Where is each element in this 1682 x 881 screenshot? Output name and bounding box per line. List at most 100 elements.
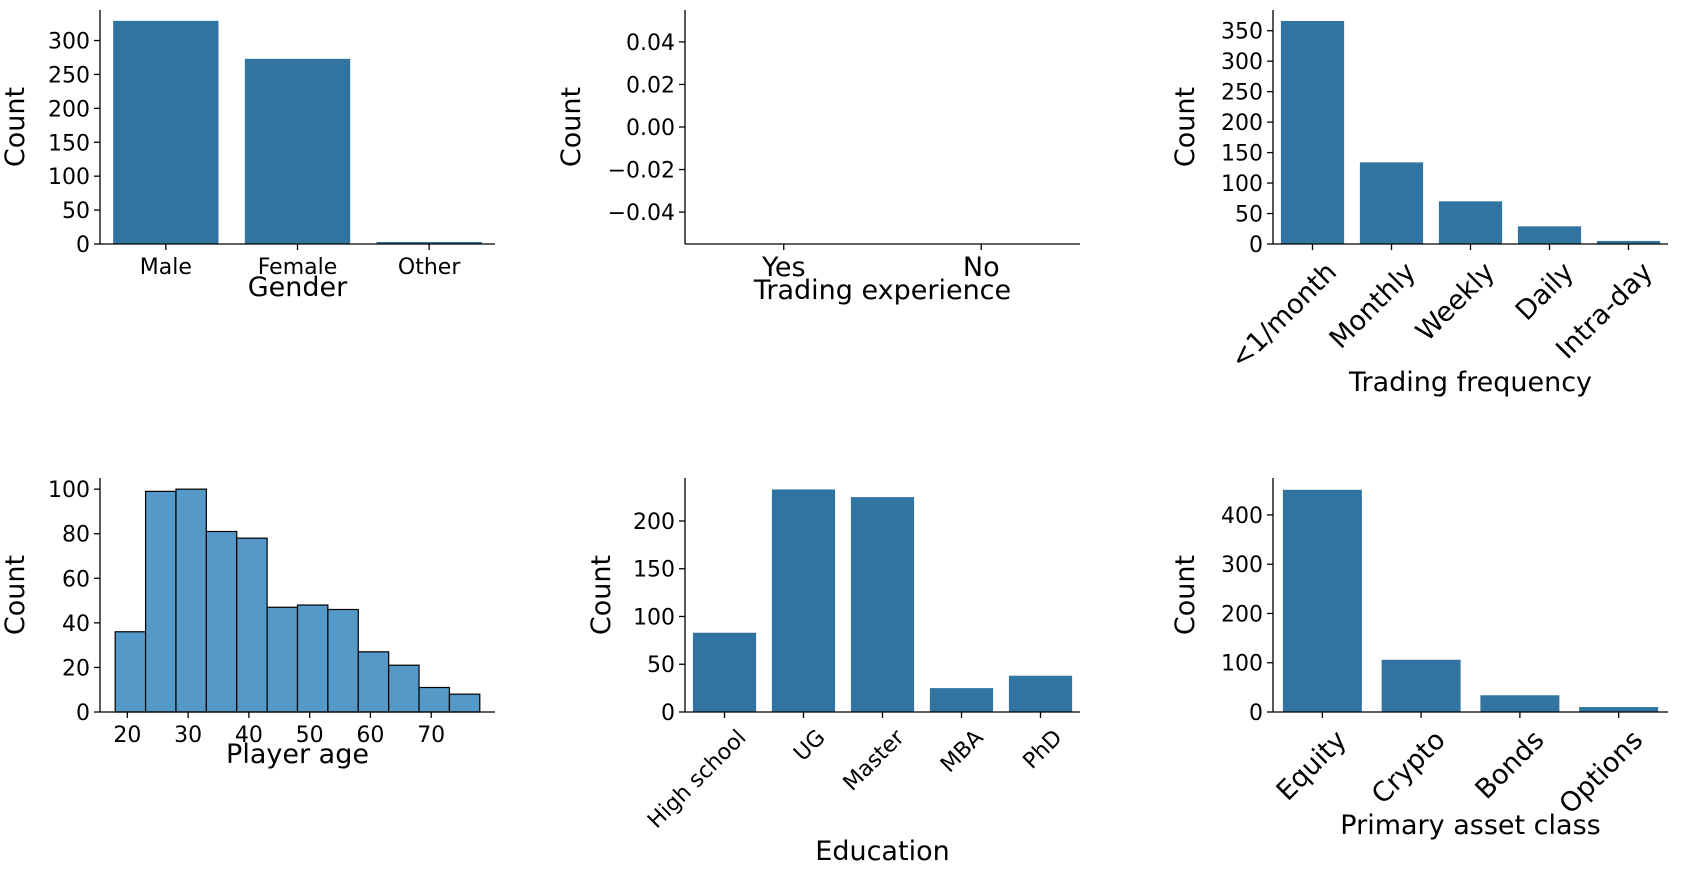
y-tick-label: 200 [1221,602,1263,627]
chart-panel-1: 0 50 100 150 200 250 300 Male Female Other Gender C… [0,10,495,303]
y-tick-label: 0 [1249,233,1263,258]
histogram-bar [205,530,238,713]
y-tick-label: 0 [1249,701,1263,726]
x-tick-label: Master [839,725,910,796]
bar [1438,201,1503,244]
histogram-bar [327,608,359,713]
chart-panel-4: 0 20 40 60 80 100 20 30 40 50 60 70 Player age Count [0,478,495,770]
y-tick-label: 100 [1221,652,1263,677]
histogram-bar [296,604,329,713]
histogram-bar [448,693,481,713]
y-tick-label: 0.04 [626,31,675,56]
bar [1282,489,1362,712]
x-tick-label: No [963,252,1000,283]
y-tick-label: 400 [1221,504,1263,529]
x-axis-title: Trading frequency [1348,367,1592,398]
y-tick-label: −0.04 [608,201,675,226]
bar [244,58,351,245]
x-axis-title: Trading experience [753,275,1011,306]
y-tick-label: 100 [48,165,90,190]
bar [1359,162,1424,244]
y-tick-label: 0.02 [626,73,675,98]
y-tick-label: 200 [633,510,675,535]
x-tick-label: <1/month [1225,257,1343,375]
chart-panel-6: 0 100 200 300 400 Equity Crypto Bonds OptionsPri… [1170,478,1668,841]
y-tick-label: 80 [62,523,90,548]
y-tick-label: 200 [1221,111,1263,136]
x-tick-label: 50 [296,723,324,748]
bar [1480,695,1560,712]
y-tick-label: 300 [1221,50,1263,75]
y-tick-label: 0 [661,701,675,726]
y-tick-label: 40 [62,612,90,637]
y-tick-label: 50 [647,653,675,678]
histogram-bar [418,686,451,713]
histogram-bar [266,606,299,713]
y-axis-title: Count [0,87,31,167]
x-tick-label: Equity [1271,725,1353,807]
y-tick-label: 150 [1221,142,1263,167]
bar [1381,659,1461,712]
x-axis-title: Player age [226,739,369,770]
y-axis-title: Count [0,555,31,635]
bar [850,497,915,712]
y-tick-label: 100 [1221,172,1263,197]
x-tick-label: Daily [1510,257,1580,327]
y-tick-label: −0.02 [608,159,675,184]
bar [771,489,836,712]
y-axis-title: Count [1170,555,1201,635]
bar [113,20,219,245]
y-axis-title: Count [1170,87,1201,167]
x-tick-label: 70 [417,723,445,748]
bar [1008,675,1073,712]
bar [1517,226,1582,244]
x-tick-label: 30 [174,723,202,748]
chart-panel-5: 0 50 100 150 200 High school UG Master MBA PhD Edu… [586,478,1080,867]
x-tick-label: PhD [1019,725,1068,774]
y-tick-label: 100 [633,605,675,630]
y-tick-label: 250 [1221,81,1263,106]
y-tick-label: 50 [62,199,90,224]
x-tick-label: UG [789,725,830,766]
y-tick-label: 300 [48,30,90,55]
y-tick-label: 300 [1221,553,1263,578]
x-tick-label: Male [140,255,192,280]
y-tick-label: 100 [48,478,90,503]
x-tick-label: Other [398,255,461,280]
y-tick-label: 0 [76,701,90,726]
y-tick-label: 50 [1235,203,1263,228]
bar [1596,240,1661,244]
y-axis-title: Count [556,87,587,167]
histogram-bar [236,537,268,713]
x-tick-label: MBA [936,725,988,777]
x-axis-title: Education [815,836,949,867]
bar [376,241,482,244]
x-tick-label: Yes [761,252,806,283]
y-tick-label: 350 [1221,20,1263,45]
x-tick-label: 20 [113,723,141,748]
bar [692,632,757,712]
y-tick-label: 60 [62,567,90,592]
x-tick-label: Options [1554,725,1650,821]
histogram-bar [175,488,207,713]
y-axis-title: Count [586,555,617,635]
y-tick-label: 0.00 [626,116,675,141]
y-tick-label: 0 [76,233,90,258]
y-tick-label: 250 [48,63,90,88]
histogram-bar [357,651,390,713]
y-tick-label: 150 [633,558,675,583]
histogram-bar [388,664,420,713]
x-tick-label: Monthly [1324,257,1422,355]
x-tick-label: Bonds [1470,725,1551,806]
x-tick-label: Weekly [1410,257,1501,348]
x-tick-label: 40 [235,723,263,748]
x-tick-label: High school [643,725,751,833]
histogram-bar [114,631,147,713]
x-tick-label: Female [258,255,338,280]
y-tick-label: 150 [48,131,90,156]
bar [1280,20,1345,244]
histogram-bar [144,490,177,713]
x-axis-title: Gender [248,272,348,303]
